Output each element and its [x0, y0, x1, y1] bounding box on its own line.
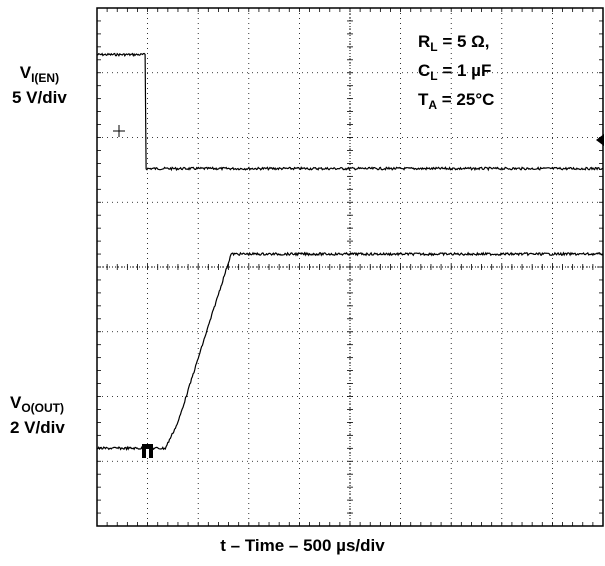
enable-channel-label: VI(EN) 5 V/div — [12, 63, 67, 108]
grid — [96, 7, 604, 527]
output-channel-name: VO(OUT) — [10, 393, 64, 415]
condition-load-capacitance: CL = 1 µF — [418, 61, 492, 83]
trace-vo-out — [96, 251, 604, 451]
test-conditions: RL = 5 Ω, CL = 1 µF TA = 25°C — [418, 30, 494, 117]
oscilloscope-plot — [96, 7, 604, 527]
ground-marker-enable — [113, 125, 125, 137]
ground-marker-output — [142, 444, 153, 458]
output-channel-label: VO(OUT) 2 V/div — [10, 393, 65, 438]
enable-channel-name: VI(EN) — [19, 63, 60, 85]
trace-vi-en — [96, 52, 604, 172]
condition-load-resistance: RL = 5 Ω, — [418, 32, 490, 54]
trigger-level-marker — [596, 134, 604, 146]
output-channel-scale: 2 V/div — [10, 418, 65, 437]
traces — [96, 52, 604, 451]
condition-ambient-temperature: TA = 25°C — [418, 90, 495, 112]
x-axis-label: t – Time – 500 µs/div — [220, 536, 385, 555]
enable-channel-scale: 5 V/div — [12, 88, 67, 107]
